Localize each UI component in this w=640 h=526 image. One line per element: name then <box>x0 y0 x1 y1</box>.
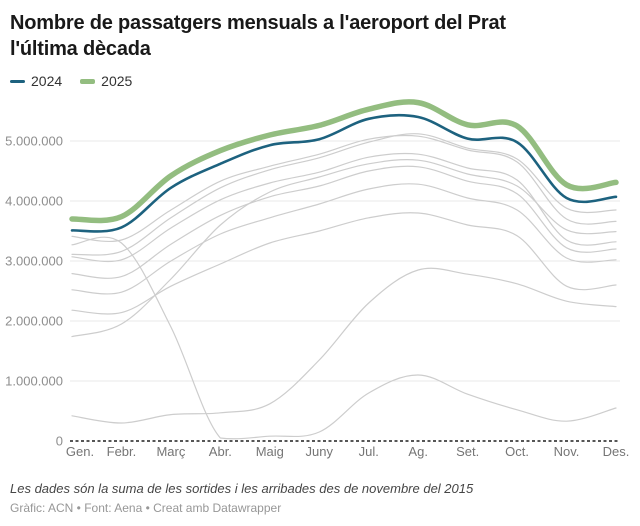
y-axis-label: 4.000.000 <box>5 194 63 209</box>
legend-item-2025[interactable]: 2025 <box>80 73 132 89</box>
chart-line-2022[interactable] <box>71 159 617 338</box>
x-axis-label-Febr: Febr. <box>107 444 137 459</box>
x-axis-label-Set: Set. <box>456 444 479 459</box>
y-axis-label: 3.000.000 <box>5 254 63 269</box>
chart-svg: 0 1.000.000 2.000.000 3.000.000 4.000.000 5.0… <box>5 99 630 459</box>
legend-swatch-2025-icon <box>80 78 96 84</box>
x-axis-label-Nov: Nov. <box>554 444 580 459</box>
legend-label-2025: 2025 <box>101 73 133 89</box>
x-axis-label-Des: Des. <box>603 444 630 459</box>
y-axis-label: 5.000.000 <box>5 134 63 149</box>
chart-line-2023[interactable] <box>71 133 617 256</box>
chart-line-2020[interactable] <box>71 236 617 440</box>
legend-swatch-2024-icon <box>10 79 25 83</box>
chart-line-2018[interactable] <box>71 152 617 263</box>
chart-line-2015[interactable] <box>71 212 617 315</box>
x-axis-label-Juny: Juny <box>306 444 334 459</box>
chart-legend: 2024 2025 <box>0 62 640 91</box>
y-axis-label: 0 <box>56 434 63 449</box>
legend-label-2024: 2024 <box>31 73 63 89</box>
chart-line-2024[interactable] <box>70 113 618 233</box>
y-axis-label: 1.000.000 <box>5 374 63 389</box>
chart-credit: Gràfic: ACN • Font: Aena • Creat amb Dat… <box>10 501 282 515</box>
y-axis-label: 2.000.000 <box>5 314 63 329</box>
x-axis-label-Mar: Març <box>156 444 185 459</box>
x-axis-label-Gen: Gen. <box>66 444 94 459</box>
chart-footnote: Les dades són la suma de les sortides i … <box>10 481 474 496</box>
x-axis-label-Oct: Oct. <box>505 444 529 459</box>
chart-line-2021[interactable] <box>71 267 617 424</box>
x-axis-label-Ag: Ag. <box>408 444 428 459</box>
x-axis-label-Maig: Maig <box>256 444 284 459</box>
legend-item-2024[interactable]: 2024 <box>10 73 62 89</box>
chart-line-2017[interactable] <box>71 165 617 279</box>
chart-title-line-1: Nombre de passatgers mensuals a l'aeropo… <box>10 12 506 34</box>
x-axis-label-Jul: Jul. <box>359 444 379 459</box>
chart-title-line-2: l'última dècada <box>10 38 151 60</box>
chart-line-2019[interactable] <box>71 134 617 243</box>
line-chart-area: 0 1.000.000 2.000.000 3.000.000 4.000.000 5.0… <box>0 95 640 470</box>
chart-line-2016[interactable] <box>71 183 617 295</box>
x-axis-label-Abr: Abr. <box>209 444 232 459</box>
chart-header: Nombre de passatgers mensuals a l'aeropo… <box>0 0 640 62</box>
chart-line-2025[interactable] <box>69 99 619 224</box>
